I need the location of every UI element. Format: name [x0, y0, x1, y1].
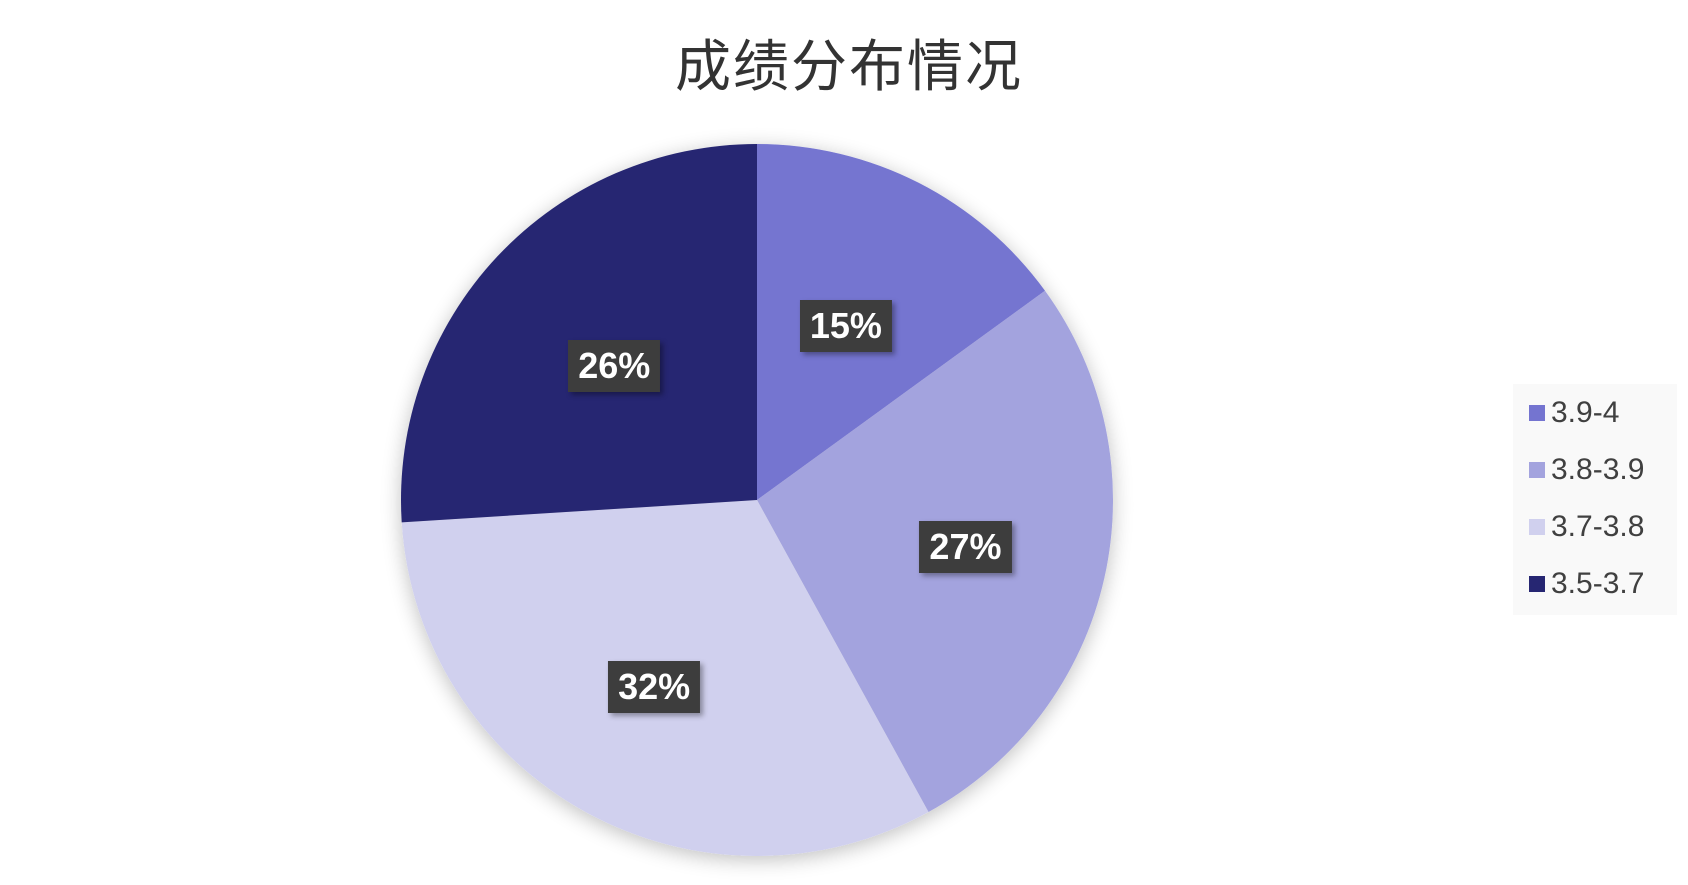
legend-item: 3.5-3.7 [1529, 567, 1644, 601]
data-label: 27% [919, 520, 1012, 573]
legend-item: 3.7-3.8 [1529, 510, 1644, 544]
data-label: 15% [799, 299, 892, 352]
data-label: 32% [608, 661, 701, 714]
legend-label: 3.7-3.8 [1551, 510, 1645, 543]
legend-swatch [1529, 405, 1545, 421]
legend-swatch [1529, 519, 1545, 535]
legend-item: 3.9-4 [1529, 396, 1619, 430]
legend-swatch [1529, 462, 1545, 478]
pie-slice-3.9-4 [757, 144, 1046, 500]
legend-label: 3.5-3.7 [1551, 567, 1645, 600]
legend-swatch [1529, 576, 1545, 592]
legend-item: 3.8-3.9 [1529, 453, 1644, 487]
legend-label: 3.9-4 [1551, 396, 1620, 429]
legend-label: 3.8-3.9 [1551, 453, 1645, 486]
pie-slice-3.5-3.7 [401, 144, 757, 523]
chart-title: 成绩分布情况 [675, 35, 1023, 100]
legend: 3.9-4 3.8-3.9 3.7-3.8 3.5-3.7 [1513, 384, 1677, 615]
data-label: 26% [568, 339, 661, 392]
